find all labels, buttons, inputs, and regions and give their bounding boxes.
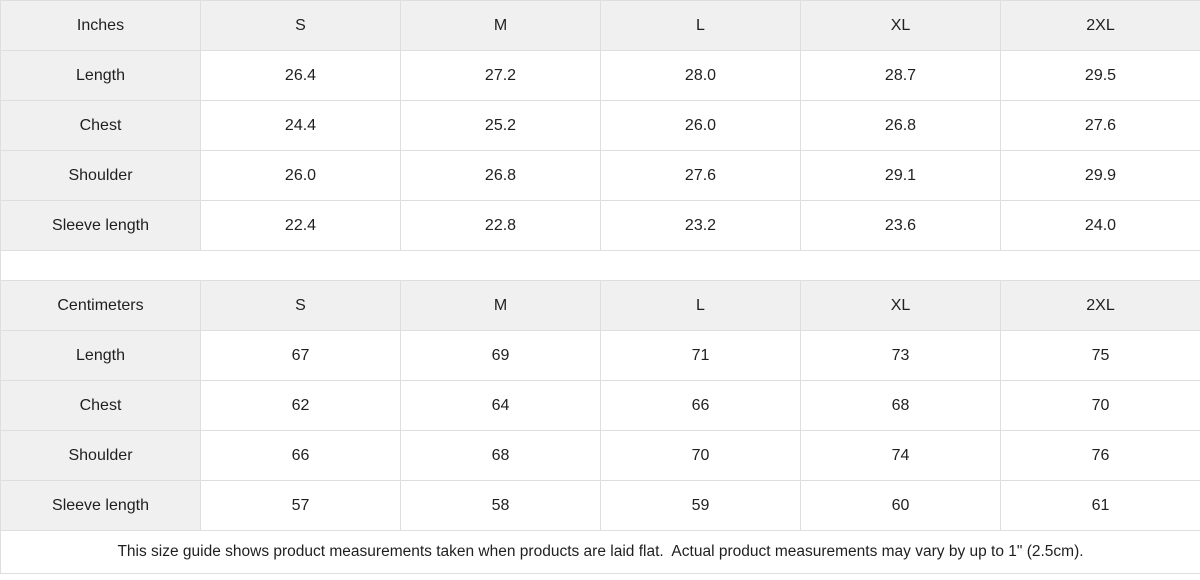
measurement-cell: 28.0	[600, 50, 801, 101]
inches-header-row: Inches S M L XL 2XL	[0, 0, 1200, 51]
measurement-cell: 59	[600, 480, 801, 531]
measurement-cell: 64	[400, 380, 601, 431]
row-label: Chest	[0, 380, 201, 431]
row-label: Shoulder	[0, 150, 201, 201]
row-label: Sleeve length	[0, 200, 201, 251]
measurement-cell: 66	[600, 380, 801, 431]
table-row-inches-chest: Chest 24.4 25.2 26.0 26.8 27.6	[0, 100, 1200, 151]
size-guide-note: This size guide shows product measuremen…	[0, 530, 1200, 574]
size-col-header-m: M	[400, 280, 601, 331]
row-label: Chest	[0, 100, 201, 151]
table-row-cm-sleeve: Sleeve length 57 58 59 60 61	[0, 480, 1200, 531]
size-col-header-2xl: 2XL	[1000, 0, 1200, 51]
size-col-header-l: L	[600, 0, 801, 51]
row-label: Shoulder	[0, 430, 201, 481]
measurement-cell: 68	[400, 430, 601, 481]
measurement-cell: 29.1	[800, 150, 1001, 201]
measurement-cell: 26.4	[200, 50, 401, 101]
measurement-cell: 29.9	[1000, 150, 1200, 201]
measurement-cell: 70	[600, 430, 801, 481]
footer-row: This size guide shows product measuremen…	[0, 530, 1200, 574]
table-row-inches-shoulder: Shoulder 26.0 26.8 27.6 29.1 29.9	[0, 150, 1200, 201]
measurement-cell: 61	[1000, 480, 1200, 531]
centimeters-header-row: Centimeters S M L XL 2XL	[0, 280, 1200, 331]
measurement-cell: 66	[200, 430, 401, 481]
size-col-header-s: S	[200, 280, 401, 331]
size-col-header-l: L	[600, 280, 801, 331]
measurement-cell: 71	[600, 330, 801, 381]
measurement-cell: 29.5	[1000, 50, 1200, 101]
measurement-cell: 22.8	[400, 200, 601, 251]
measurement-cell: 26.0	[600, 100, 801, 151]
size-col-header-2xl: 2XL	[1000, 280, 1200, 331]
table-spacer-row	[0, 250, 1200, 281]
table-row-inches-sleeve: Sleeve length 22.4 22.8 23.2 23.6 24.0	[0, 200, 1200, 251]
measurement-cell: 27.6	[1000, 100, 1200, 151]
measurement-cell: 76	[1000, 430, 1200, 481]
measurement-cell: 24.4	[200, 100, 401, 151]
measurement-cell: 22.4	[200, 200, 401, 251]
size-col-header-xl: XL	[800, 0, 1001, 51]
measurement-cell: 28.7	[800, 50, 1001, 101]
measurement-cell: 57	[200, 480, 401, 531]
measurement-cell: 26.8	[400, 150, 601, 201]
measurement-cell: 27.6	[600, 150, 801, 201]
size-col-header-xl: XL	[800, 280, 1001, 331]
table-row-inches-length: Length 26.4 27.2 28.0 28.7 29.5	[0, 50, 1200, 101]
table-row-cm-shoulder: Shoulder 66 68 70 74 76	[0, 430, 1200, 481]
unit-header-inches: Inches	[0, 0, 201, 51]
measurement-cell: 73	[800, 330, 1001, 381]
size-col-header-m: M	[400, 0, 601, 51]
row-label: Length	[0, 330, 201, 381]
size-col-header-s: S	[200, 0, 401, 51]
measurement-cell: 70	[1000, 380, 1200, 431]
measurement-cell: 25.2	[400, 100, 601, 151]
measurement-cell: 24.0	[1000, 200, 1200, 251]
table-row-cm-chest: Chest 62 64 66 68 70	[0, 380, 1200, 431]
measurement-cell: 27.2	[400, 50, 601, 101]
measurement-cell: 68	[800, 380, 1001, 431]
measurement-cell: 26.8	[800, 100, 1001, 151]
measurement-cell: 26.0	[200, 150, 401, 201]
row-label: Length	[0, 50, 201, 101]
measurement-cell: 62	[200, 380, 401, 431]
measurement-cell: 60	[800, 480, 1001, 531]
measurement-cell: 69	[400, 330, 601, 381]
measurement-cell: 23.6	[800, 200, 1001, 251]
measurement-cell: 75	[1000, 330, 1200, 381]
row-label: Sleeve length	[0, 480, 201, 531]
table-row-cm-length: Length 67 69 71 73 75	[0, 330, 1200, 381]
measurement-cell: 58	[400, 480, 601, 531]
spacer-cell	[0, 250, 1200, 281]
unit-header-centimeters: Centimeters	[0, 280, 201, 331]
measurement-cell: 23.2	[600, 200, 801, 251]
measurement-cell: 67	[200, 330, 401, 381]
measurement-cell: 74	[800, 430, 1001, 481]
